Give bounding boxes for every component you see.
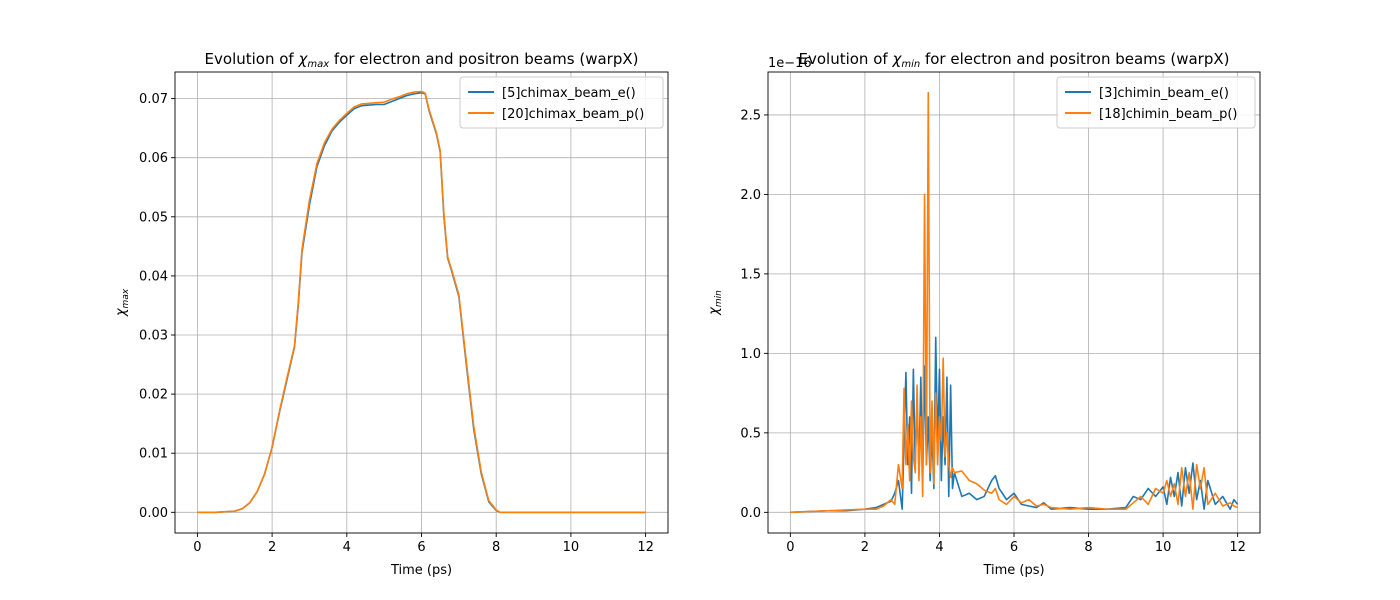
- chart-title-symbol: χ: [891, 50, 902, 68]
- chart-title-prefix: Evolution of: [799, 50, 893, 68]
- chart-title-prefix: Evolution of: [205, 50, 299, 68]
- chart-title-suffix: for electron and positron beams (warpX): [920, 50, 1229, 68]
- legend-label-2: [20]chimax_beam_p(): [502, 107, 644, 122]
- y-tick-label: 1.5: [740, 267, 761, 282]
- series-line-2: [790, 91, 1238, 514]
- y-tick-label: 0.00: [139, 506, 168, 521]
- x-tick-label: 4: [343, 540, 351, 555]
- y-tick-label: 0.5: [740, 426, 761, 441]
- chart-title: Evolution of χmax for electron and posit…: [205, 50, 639, 70]
- y-tick-label: 0.03: [139, 329, 168, 344]
- chart-title-suffix: for electron and positron beams (warpX): [329, 50, 638, 68]
- x-tick-label: 12: [637, 540, 654, 555]
- x-tick-label: 2: [861, 540, 869, 555]
- x-tick-label: 6: [1010, 540, 1018, 555]
- y-axis-label-subscript: max: [121, 288, 131, 308]
- y-axis-label: χmin: [707, 290, 724, 316]
- legend-label-1: [3]chimin_beam_e(): [1099, 86, 1229, 101]
- y-tick-label: 0.0: [740, 506, 761, 521]
- y-axis-label-subscript: min: [714, 290, 724, 307]
- y-tick-label: 0.06: [139, 151, 168, 166]
- x-tick-label: 8: [1084, 540, 1092, 555]
- chart-panel-chimax: 0 2 4 6 8 10 12 0.00 0.01 0.02 0.03 0.04 0.05 0.06 0.0…: [114, 50, 669, 578]
- series-line-1: [790, 336, 1239, 514]
- y-tick-label: 0.01: [139, 447, 168, 462]
- legend-label-1: [5]chimax_beam_e(): [502, 86, 636, 101]
- y-axis-label: χmax: [114, 288, 131, 317]
- y-axis-label-symbol: χ: [707, 306, 722, 316]
- y-tick-label: 0.04: [139, 269, 168, 284]
- y-tick-label: 1.0: [740, 347, 761, 362]
- y-tick-label: 0.02: [139, 388, 168, 403]
- x-tick-label: 12: [1229, 540, 1246, 555]
- legend-box: [459, 76, 664, 129]
- y-tick-label: 2.0: [740, 188, 761, 203]
- x-axis-label: Time (ps): [390, 563, 452, 578]
- chart-title: Evolution of χmin for electron and posit…: [799, 50, 1230, 70]
- x-tick-label: 4: [935, 540, 943, 555]
- x-tick-label: 10: [1155, 540, 1172, 555]
- x-tick-label: 8: [492, 540, 500, 555]
- x-tick-label: 0: [786, 540, 794, 555]
- x-tick-label: 10: [563, 540, 580, 555]
- chart-title-subscript: min: [901, 59, 920, 70]
- y-offset-text: 1e−16: [768, 56, 812, 71]
- y-tick-label: 0.07: [139, 92, 168, 107]
- x-tick-label: 2: [268, 540, 276, 555]
- x-axis-label: Time (ps): [982, 563, 1044, 578]
- x-tick-label: 0: [193, 540, 201, 555]
- y-axis-label-symbol: χ: [114, 307, 129, 317]
- chart-title-symbol: χ: [297, 50, 308, 68]
- x-tick-label: 6: [417, 540, 425, 555]
- y-tick-label: 2.5: [740, 108, 761, 123]
- series-line-2: [197, 90, 646, 514]
- chart-title-subscript: max: [307, 59, 329, 70]
- legend-box: [1056, 76, 1256, 129]
- chart-panel-chimin: 0 2 4 6 8 10 12 0.0 0.5 1.0 1.5 2.0 2.5 1e−16Evolutio…: [707, 50, 1261, 578]
- y-tick-label: 0.05: [139, 210, 168, 225]
- legend-label-2: [18]chimin_beam_p(): [1099, 107, 1237, 122]
